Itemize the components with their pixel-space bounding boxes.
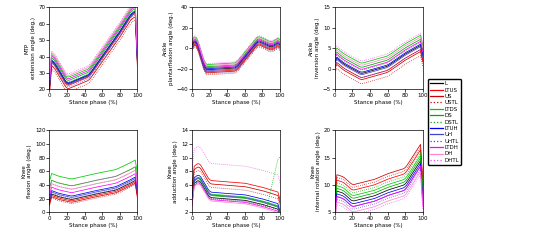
Y-axis label: MTP
extension angle (deg.): MTP extension angle (deg.)	[25, 17, 36, 79]
Y-axis label: Ankle
inversion angle (deg.): Ankle inversion angle (deg.)	[309, 18, 320, 79]
Y-axis label: Knee
internal rotation angle (deg.): Knee internal rotation angle (deg.)	[310, 132, 321, 211]
Y-axis label: Knee
adduction angle (deg.): Knee adduction angle (deg.)	[167, 140, 178, 203]
Y-axis label: Ankle
plantarflexion angle (deg.): Ankle plantarflexion angle (deg.)	[163, 11, 173, 85]
X-axis label: Stance phase (%): Stance phase (%)	[69, 223, 117, 228]
Legend: L, LTUS, US, USTL, LTDS, DS, DSTL, LTUH, UH, UHTL, LTDH, DH, DHTL: L, LTUS, US, USTL, LTDS, DS, DSTL, LTUH,…	[428, 79, 461, 165]
Y-axis label: Knee
flexion angle (deg.): Knee flexion angle (deg.)	[21, 144, 32, 198]
X-axis label: Stance phase (%): Stance phase (%)	[355, 100, 403, 105]
X-axis label: Stance phase (%): Stance phase (%)	[69, 100, 117, 105]
X-axis label: Stance phase (%): Stance phase (%)	[355, 223, 403, 228]
X-axis label: Stance phase (%): Stance phase (%)	[212, 223, 260, 228]
X-axis label: Stance phase (%): Stance phase (%)	[212, 100, 260, 105]
